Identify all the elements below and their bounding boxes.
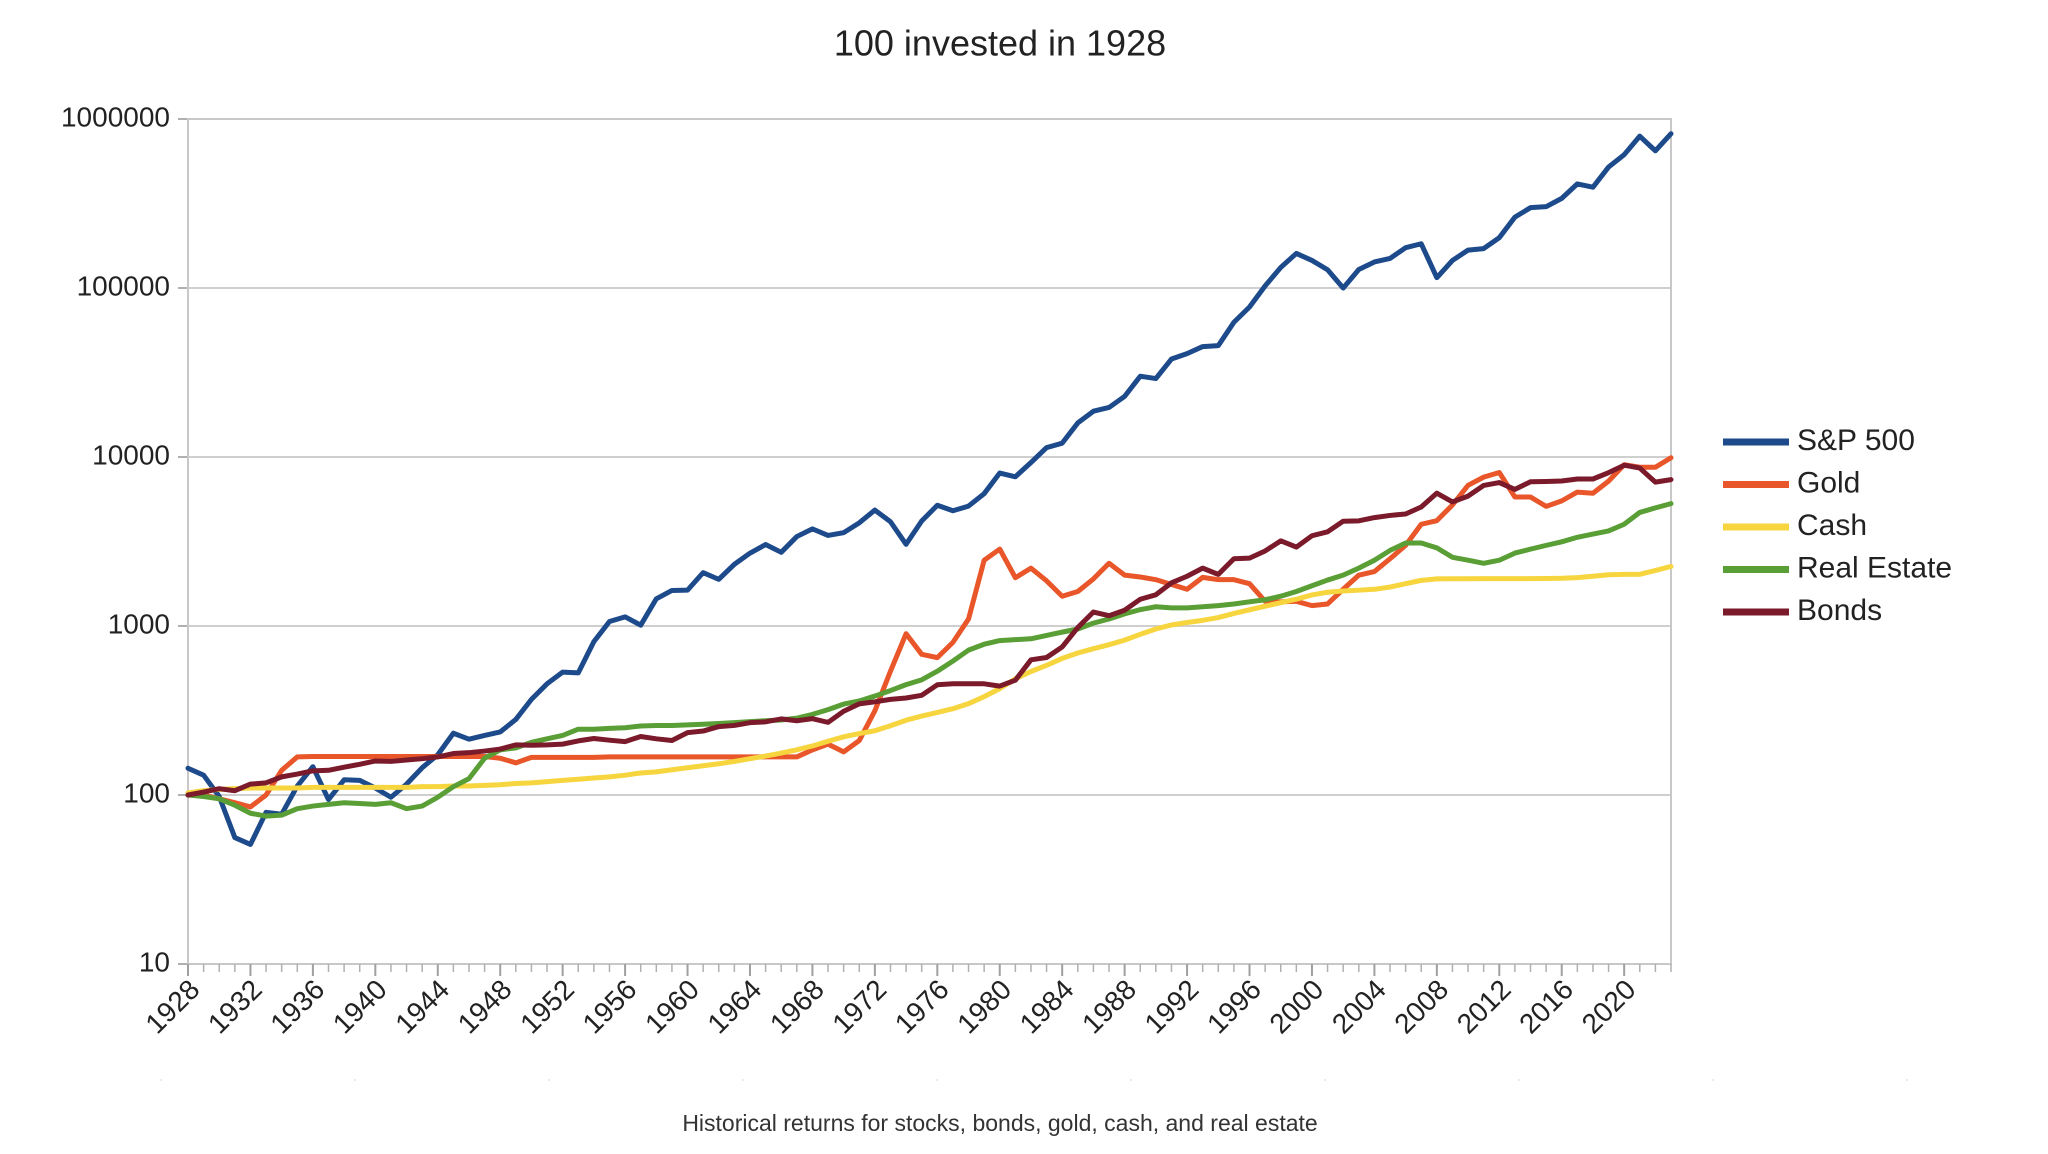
- x-tick-label: 1984: [1014, 974, 1080, 1040]
- caption: Historical returns for stocks, bonds, go…: [682, 1110, 1317, 1136]
- chart-title: 100 invested in 1928: [834, 23, 1166, 64]
- x-tick-label: 1980: [951, 974, 1017, 1040]
- line-series: [185, 131, 1674, 847]
- y-tick-label: 10: [139, 946, 170, 977]
- y-tick-label: 100000: [77, 270, 170, 301]
- y-tick-label: 100: [123, 777, 170, 808]
- x-tick-label: 1972: [826, 974, 892, 1040]
- x-tick-label: 2000: [1263, 974, 1329, 1040]
- x-tick-label: 1952: [514, 974, 580, 1040]
- x-tick-label: 1948: [452, 974, 518, 1040]
- y-tick-label: 1000: [108, 608, 170, 639]
- x-tick-label: 1932: [202, 974, 268, 1040]
- x-tick-label: 1936: [264, 974, 330, 1040]
- x-tick-label: 2008: [1388, 974, 1454, 1040]
- x-tick-label: 1960: [639, 974, 705, 1040]
- x-tick-label: 2012: [1451, 974, 1517, 1040]
- x-tick-label: 2016: [1513, 974, 1579, 1040]
- x-tick-label: 2004: [1326, 974, 1392, 1040]
- x-tick-label: 1928: [139, 974, 205, 1040]
- legend-label: S&P 500: [1797, 424, 1915, 457]
- x-tick-label: 1968: [764, 974, 830, 1040]
- x-tick-label: 1992: [1139, 974, 1205, 1040]
- x-tick-label: 1940: [327, 974, 393, 1040]
- y-tick-label: 1000000: [61, 101, 170, 132]
- x-tick-label: 1944: [389, 974, 455, 1040]
- y-tick-label: 10000: [92, 439, 170, 470]
- legend-label: Bonds: [1797, 594, 1882, 627]
- line-series: [185, 462, 1674, 798]
- legend-label: Gold: [1797, 466, 1860, 499]
- line-series: [185, 501, 1674, 819]
- x-tick-label: 1996: [1201, 974, 1267, 1040]
- x-tick-label: 2020: [1576, 974, 1642, 1040]
- x-tick-label: 1956: [577, 974, 643, 1040]
- legend-label: Real Estate: [1797, 551, 1952, 584]
- line-series: [185, 563, 1674, 796]
- x-tick-label: 1988: [1076, 974, 1142, 1040]
- legend-label: Cash: [1797, 509, 1867, 542]
- x-tick-label: 1964: [701, 974, 767, 1040]
- plot-frame: [187, 118, 1672, 965]
- x-tick-label: 1976: [889, 974, 955, 1040]
